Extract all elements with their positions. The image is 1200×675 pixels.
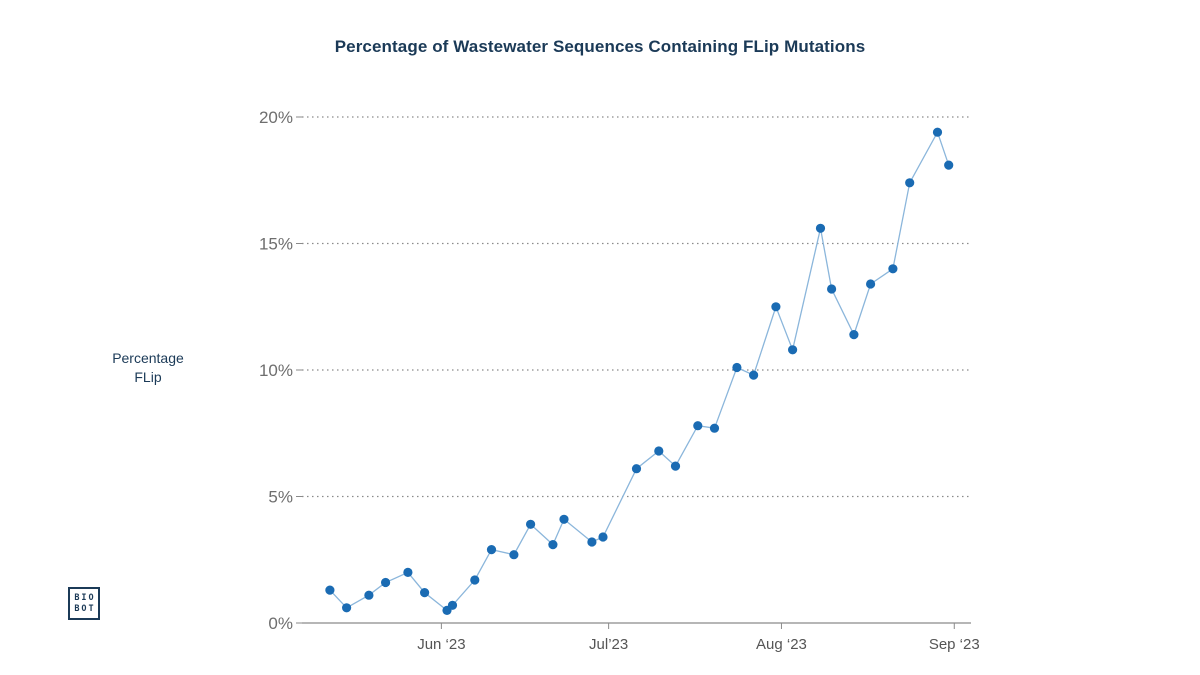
data-point bbox=[849, 330, 859, 340]
biobot-logo: BIO BOT bbox=[68, 587, 100, 620]
data-point bbox=[598, 532, 608, 542]
data-point bbox=[470, 575, 480, 585]
data-point bbox=[670, 461, 681, 471]
data-point bbox=[342, 603, 352, 613]
series-layer bbox=[325, 127, 954, 616]
y-tick-label: 5% bbox=[268, 488, 293, 507]
data-point bbox=[381, 577, 391, 588]
series-line bbox=[329, 130, 950, 612]
data-point bbox=[403, 567, 413, 578]
x-tick-label: Jun ‘23 bbox=[417, 636, 465, 653]
data-point bbox=[732, 362, 742, 373]
data-point bbox=[447, 600, 458, 610]
data-point bbox=[486, 545, 497, 555]
x-tick-label: Sep ‘23 bbox=[929, 636, 980, 653]
axes: 0% 5% 10% 15% 20% Jun ‘23 Jul’23 Aug ‘23 Sep ‘23 bbox=[259, 108, 980, 653]
chart-title: Percentage of Wastewater Sequences Conta… bbox=[334, 37, 866, 56]
data-point bbox=[654, 446, 664, 456]
y-axis-label-line-1: Percentage bbox=[112, 350, 184, 366]
data-point bbox=[944, 160, 954, 170]
x-tick-label: Jul’23 bbox=[589, 636, 628, 653]
data-point bbox=[559, 514, 569, 524]
data-point bbox=[815, 223, 826, 233]
y-tick-label: 15% bbox=[259, 235, 293, 254]
data-point bbox=[526, 519, 536, 529]
data-point bbox=[866, 279, 876, 289]
y-tick-label: 20% bbox=[259, 108, 293, 127]
y-tick-label: 0% bbox=[268, 614, 293, 633]
data-point bbox=[749, 370, 759, 380]
grid-lines bbox=[302, 116, 971, 498]
data-point bbox=[827, 284, 837, 294]
y-axis-label: Percentage FLip bbox=[96, 349, 200, 387]
data-point bbox=[693, 421, 703, 431]
x-tick-label: Aug ‘23 bbox=[756, 636, 807, 653]
y-axis-label-line-2: FLip bbox=[134, 369, 162, 385]
data-point bbox=[587, 537, 597, 547]
data-point bbox=[932, 127, 943, 137]
data-point bbox=[631, 464, 642, 474]
data-point bbox=[420, 588, 430, 598]
y-tick-label: 10% bbox=[259, 361, 293, 380]
data-point bbox=[509, 550, 519, 560]
logo-line-2: BOT bbox=[74, 603, 96, 614]
data-point bbox=[788, 345, 798, 355]
data-point bbox=[548, 540, 558, 550]
logo-line-1: BIO bbox=[74, 592, 96, 603]
data-point bbox=[325, 585, 335, 595]
data-point bbox=[771, 302, 781, 312]
data-point bbox=[364, 590, 374, 600]
data-point bbox=[709, 423, 720, 433]
data-point bbox=[888, 264, 898, 274]
data-point bbox=[905, 178, 915, 188]
